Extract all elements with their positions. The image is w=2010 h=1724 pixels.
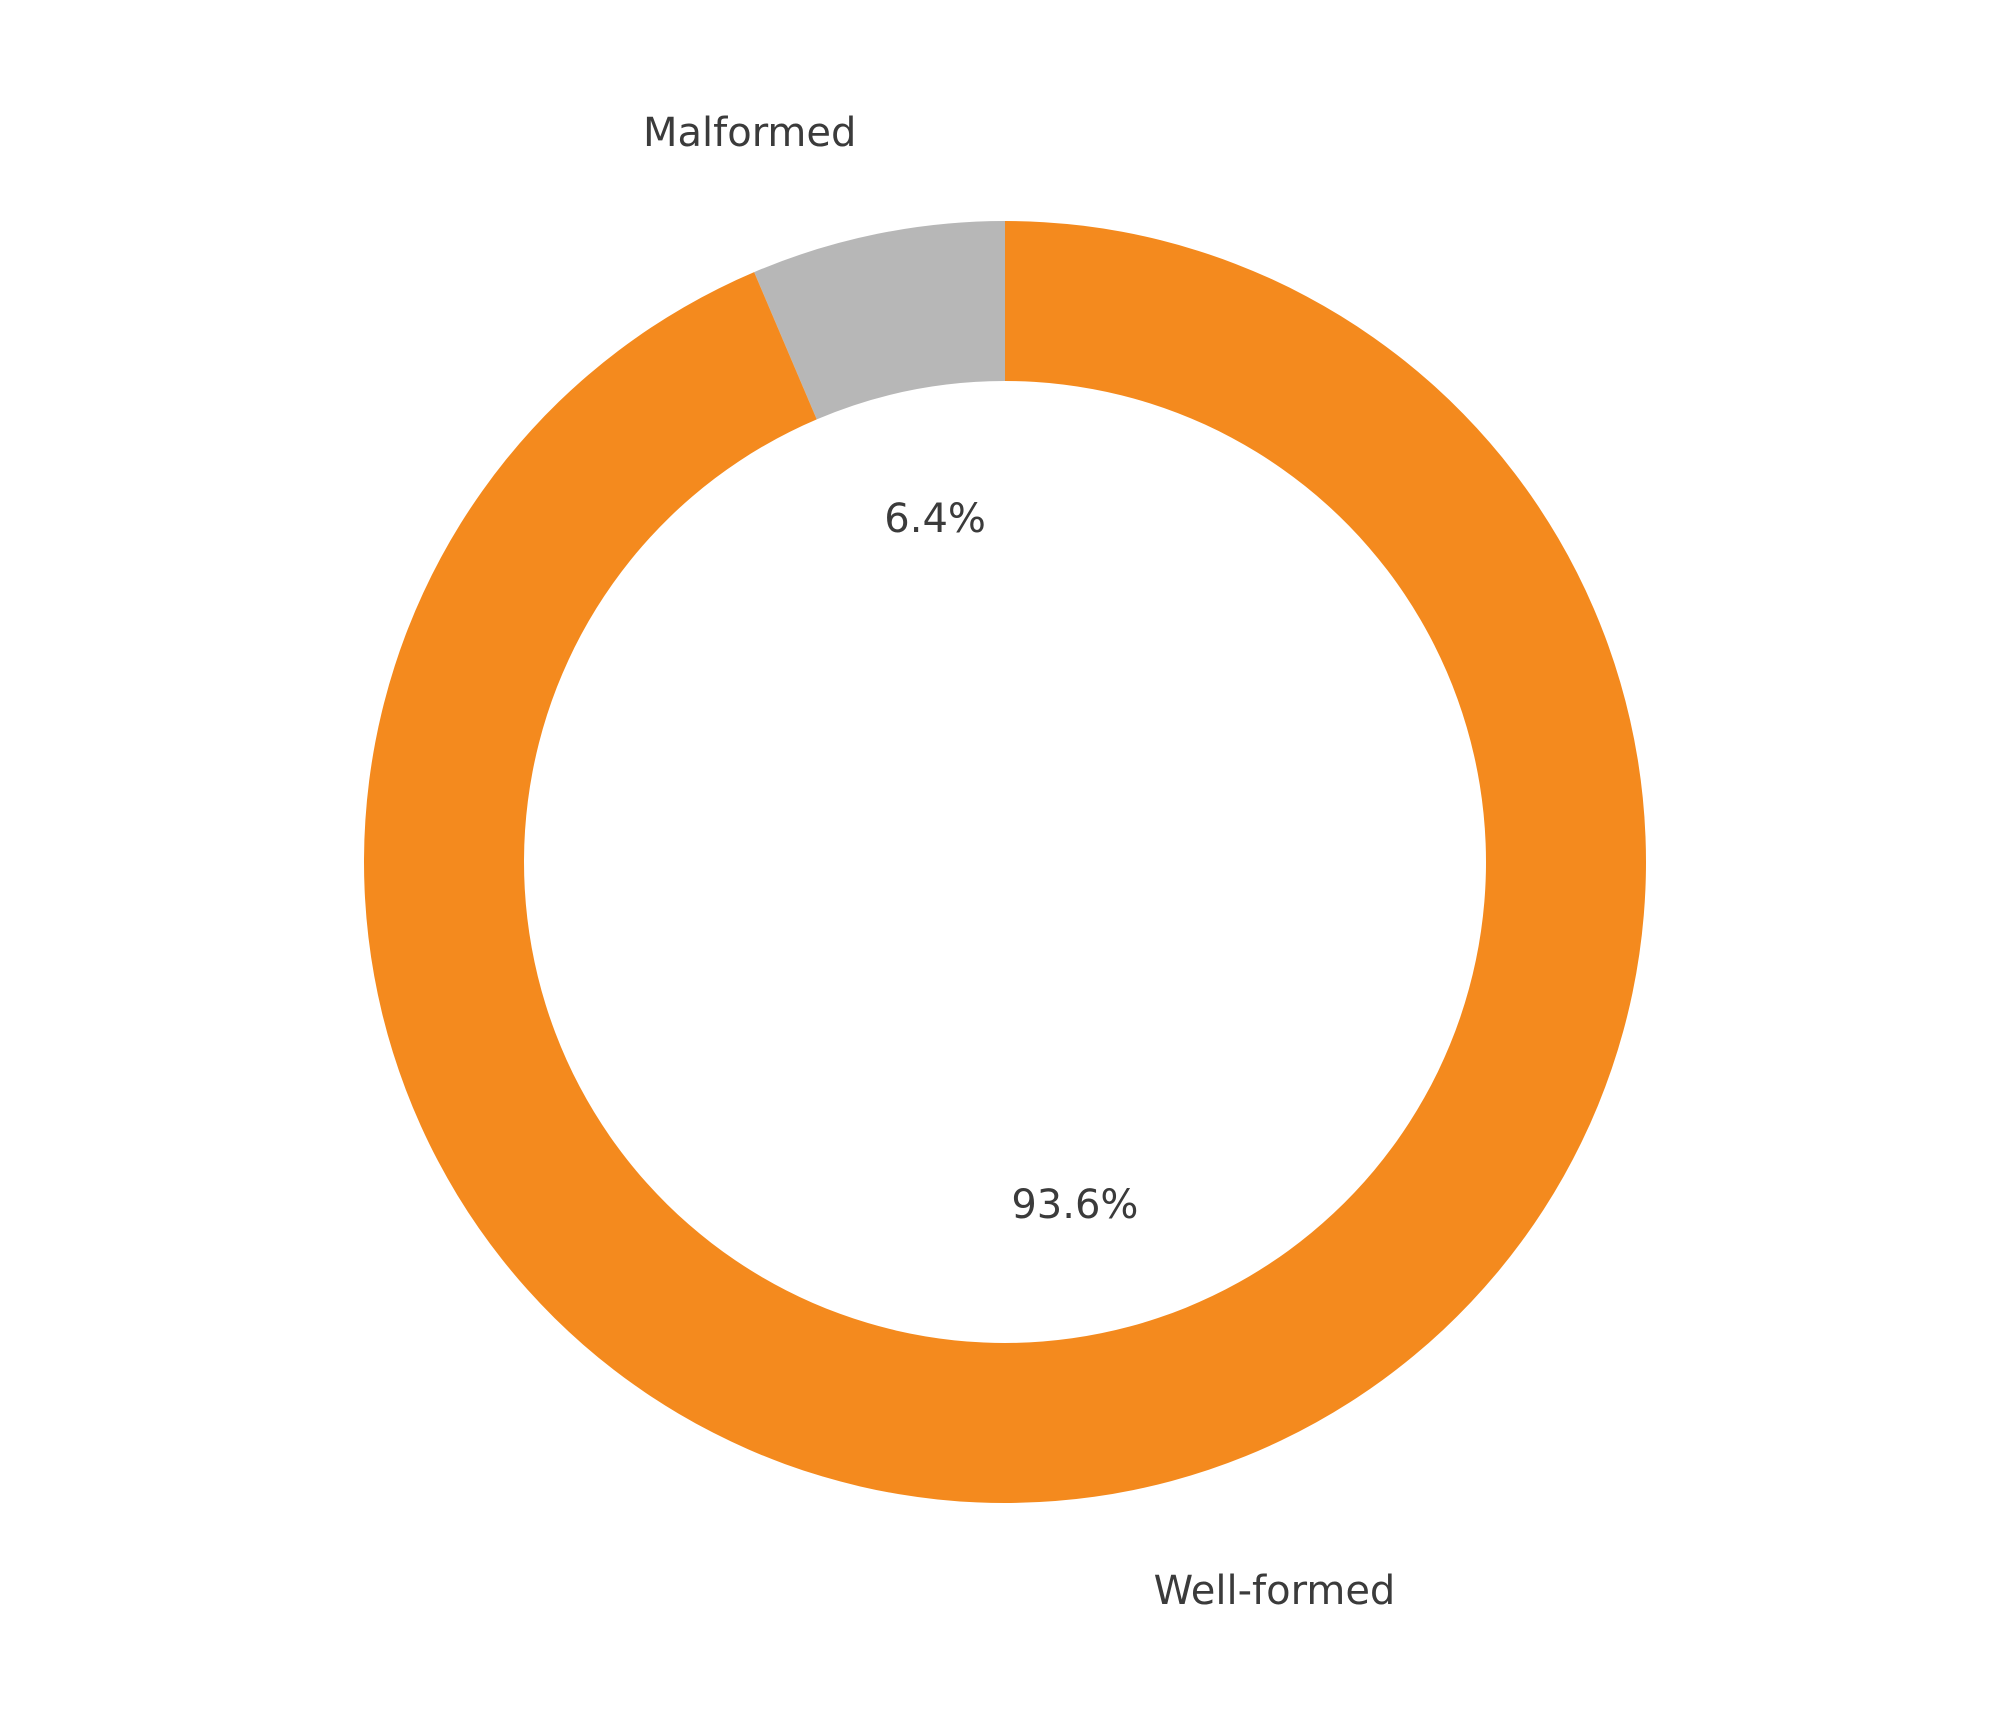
slice-label-well-formed: Well-formed: [1154, 1568, 1396, 1614]
slice-label-malformed: Malformed: [643, 110, 856, 156]
slice-malformed: [754, 221, 1005, 420]
slice-value-label-malformed: 6.4%: [884, 496, 986, 542]
donut-slices: [364, 221, 1646, 1503]
slice-value-label-well-formed: 93.6%: [1011, 1182, 1138, 1228]
donut-labels: Malformed 6.4% Well-formed 93.6%: [643, 110, 1395, 1614]
